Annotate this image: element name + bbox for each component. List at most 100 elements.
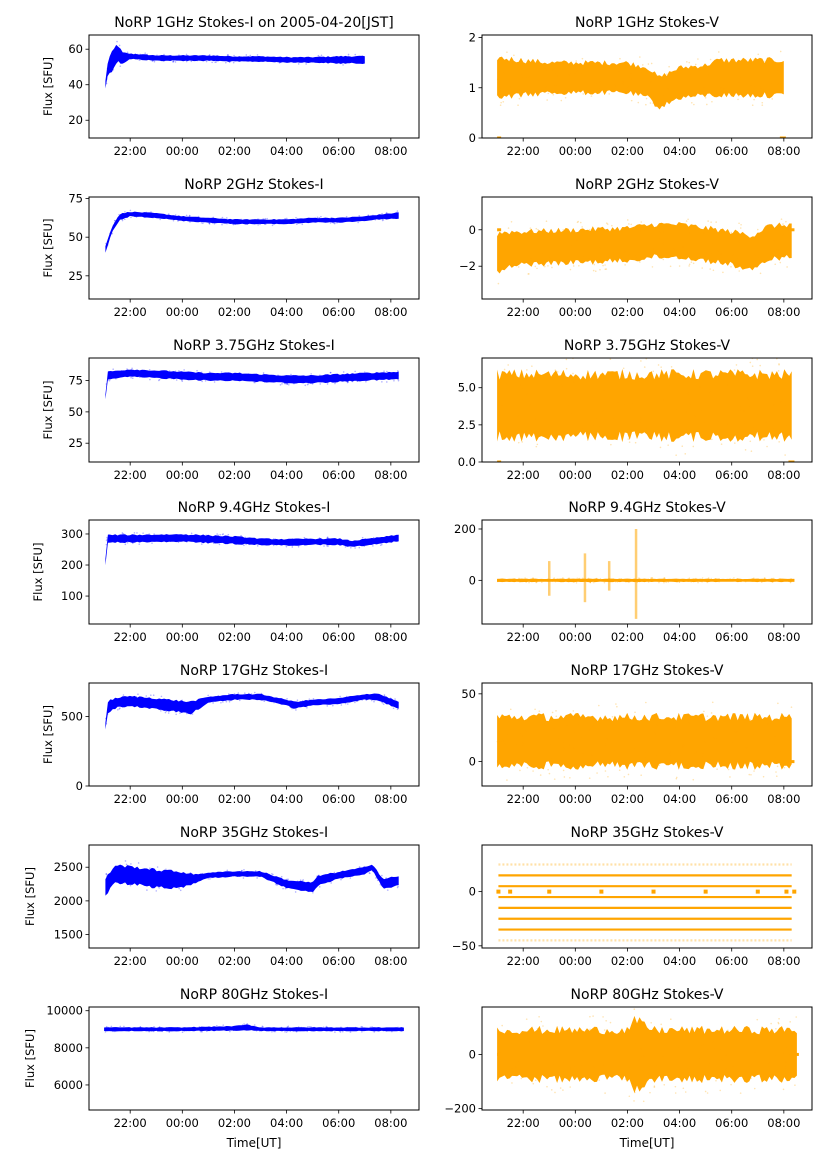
data-point xyxy=(331,879,334,881)
data-point xyxy=(165,868,167,871)
data-point xyxy=(581,426,584,429)
data-point xyxy=(519,732,522,734)
data-point xyxy=(351,58,353,61)
data-point xyxy=(637,101,640,104)
data-envelope xyxy=(497,56,784,110)
data-point xyxy=(590,95,593,97)
data-point xyxy=(163,216,165,218)
data-point xyxy=(594,82,597,84)
data-point xyxy=(294,891,297,893)
data-point xyxy=(650,62,653,65)
y-tick-label: 200 xyxy=(454,522,476,536)
data-point xyxy=(554,369,557,371)
data-point xyxy=(773,435,776,438)
data-point xyxy=(569,1086,572,1088)
data-point xyxy=(357,373,360,376)
data-point xyxy=(203,1029,205,1031)
data-point xyxy=(517,266,520,268)
data-point xyxy=(529,1028,532,1030)
data-point xyxy=(518,97,521,100)
data-point xyxy=(238,699,241,702)
data-point xyxy=(273,701,275,704)
data-point xyxy=(630,73,632,75)
data-envelope xyxy=(497,222,792,274)
data-point xyxy=(232,1029,235,1032)
data-point xyxy=(359,62,362,64)
data-point xyxy=(318,537,321,539)
data-point xyxy=(624,581,627,583)
data-point xyxy=(726,423,729,425)
data-point xyxy=(158,379,160,382)
data-point xyxy=(365,1027,368,1030)
data-point xyxy=(178,882,180,885)
data-point xyxy=(221,57,224,60)
data-point xyxy=(285,1031,288,1033)
data-point xyxy=(656,1065,658,1068)
subplot-title: NoRP 80GHz Stokes-I xyxy=(180,987,328,1003)
data-point xyxy=(185,541,188,543)
data-point xyxy=(297,376,300,379)
data-point xyxy=(617,402,620,404)
data-point xyxy=(199,1030,202,1033)
data-point xyxy=(629,77,631,80)
data-point xyxy=(147,1028,149,1031)
data-point xyxy=(518,89,520,92)
data-point xyxy=(185,712,188,715)
data-point xyxy=(657,715,659,718)
x-tick-label: 06:00 xyxy=(322,1116,355,1130)
data-point xyxy=(576,70,579,73)
data-point xyxy=(724,579,726,582)
data-point xyxy=(389,535,391,538)
data-point xyxy=(658,581,660,584)
data-point xyxy=(196,59,199,62)
data-point xyxy=(767,1061,770,1064)
data-point xyxy=(679,82,681,85)
data-point xyxy=(673,247,676,250)
data-point xyxy=(287,384,290,386)
data-point xyxy=(523,579,526,582)
data-points xyxy=(497,358,795,462)
data-point xyxy=(382,372,385,375)
data-point xyxy=(749,361,752,364)
data-point xyxy=(776,765,779,768)
data-point xyxy=(114,1028,116,1031)
data-point xyxy=(219,1027,222,1030)
data-point xyxy=(180,1027,182,1030)
data-point xyxy=(738,222,740,225)
data-point xyxy=(515,744,518,746)
data-point xyxy=(108,538,111,541)
data-point xyxy=(246,223,249,225)
data-point xyxy=(383,370,385,372)
data-point xyxy=(536,237,539,240)
x-tick-label: 08:00 xyxy=(374,792,407,806)
data-point xyxy=(602,389,605,392)
data-point xyxy=(386,889,389,891)
data-point xyxy=(692,68,694,70)
data-point xyxy=(391,541,393,543)
data-point xyxy=(285,57,288,59)
data-point xyxy=(775,771,777,773)
data-point xyxy=(516,63,518,65)
data-point xyxy=(379,883,382,886)
data-point xyxy=(302,540,305,543)
data-point xyxy=(339,699,342,702)
data-point xyxy=(560,99,563,102)
data-point xyxy=(510,220,513,223)
data-point xyxy=(174,61,177,63)
data-point xyxy=(540,1020,543,1023)
data-point xyxy=(634,441,637,444)
subplot-title: NoRP 80GHz Stokes-V xyxy=(571,987,724,1003)
data-point xyxy=(568,1071,571,1074)
x-tick-label: 00:00 xyxy=(166,792,199,806)
data-point xyxy=(303,544,306,546)
data-point xyxy=(391,373,394,376)
data-point xyxy=(138,55,141,58)
data-point xyxy=(542,580,544,582)
data-point xyxy=(395,540,397,542)
data-point xyxy=(623,251,626,254)
data-point xyxy=(738,82,740,84)
data-point xyxy=(242,877,245,879)
data-point xyxy=(105,722,108,725)
